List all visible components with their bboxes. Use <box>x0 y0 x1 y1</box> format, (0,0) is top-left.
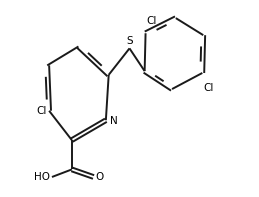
Text: Cl: Cl <box>37 106 47 116</box>
Text: HO: HO <box>34 172 50 182</box>
Text: O: O <box>96 172 104 182</box>
Text: Cl: Cl <box>147 16 157 26</box>
Text: S: S <box>126 36 133 46</box>
Text: N: N <box>110 116 118 126</box>
Text: Cl: Cl <box>203 83 214 93</box>
